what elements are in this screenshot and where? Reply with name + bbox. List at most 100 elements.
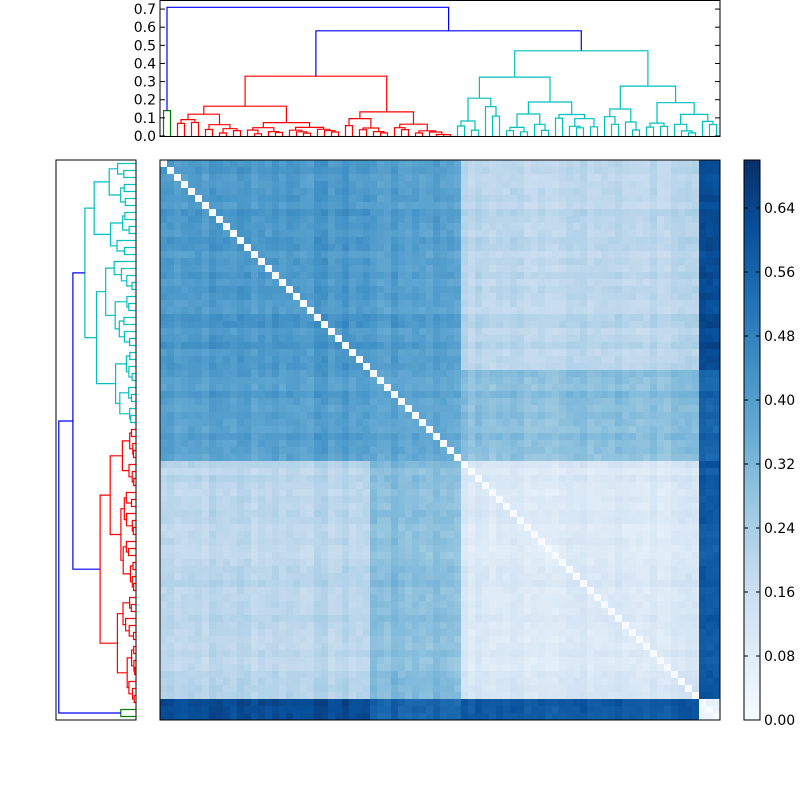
- heatmap-cell: [461, 384, 469, 392]
- heatmap-cell: [251, 314, 259, 322]
- heatmap-cell: [265, 300, 273, 308]
- heatmap-cell: [230, 531, 238, 539]
- heatmap-cell: [440, 286, 448, 294]
- heatmap-cell: [265, 349, 273, 357]
- heatmap-cell: [657, 167, 665, 175]
- heatmap-cell: [594, 517, 602, 525]
- heatmap-cell: [685, 293, 693, 301]
- heatmap-cell: [706, 160, 714, 168]
- heatmap-cell: [678, 202, 686, 210]
- heatmap-cell: [258, 433, 266, 441]
- heatmap-cell: [489, 370, 497, 378]
- heatmap-cell: [692, 405, 700, 413]
- heatmap-cell: [503, 482, 511, 490]
- heatmap-cell: [545, 398, 553, 406]
- heatmap-cell: [202, 566, 210, 574]
- heatmap-cell: [328, 447, 336, 455]
- heatmap-cell: [468, 482, 476, 490]
- heatmap-cell: [468, 433, 476, 441]
- heatmap-cell: [195, 468, 203, 476]
- heatmap-cell: [356, 475, 364, 483]
- heatmap-cell: [286, 538, 294, 546]
- heatmap-cell: [587, 468, 595, 476]
- heatmap-cell: [265, 230, 273, 238]
- heatmap-cell: [272, 531, 280, 539]
- heatmap-cell: [468, 461, 476, 469]
- heatmap-cell: [391, 552, 399, 560]
- heatmap-cell: [174, 160, 182, 168]
- heatmap-cell: [314, 167, 322, 175]
- heatmap-cell: [713, 405, 721, 413]
- heatmap-cell: [566, 566, 574, 574]
- heatmap-cell: [629, 335, 637, 343]
- left-dendrogram-link: [131, 281, 136, 291]
- heatmap-cell: [272, 482, 280, 490]
- heatmap-cell: [643, 405, 651, 413]
- heatmap-cell: [223, 412, 231, 420]
- heatmap-cell: [468, 454, 476, 462]
- heatmap-cell: [685, 405, 693, 413]
- heatmap-cell: [405, 412, 413, 420]
- heatmap-cell: [608, 335, 616, 343]
- heatmap-cell: [643, 356, 651, 364]
- heatmap-cell: [573, 391, 581, 399]
- heatmap-cell: [510, 258, 518, 266]
- heatmap-cell: [300, 475, 308, 483]
- heatmap-cell: [328, 552, 336, 560]
- heatmap-cell: [699, 293, 707, 301]
- heatmap-cell: [209, 174, 217, 182]
- heatmap-cell: [237, 384, 245, 392]
- heatmap-cell: [671, 517, 679, 525]
- heatmap-cell: [517, 524, 525, 532]
- heatmap-cell: [307, 398, 315, 406]
- heatmap-cell: [293, 195, 301, 203]
- heatmap-cell: [503, 426, 511, 434]
- heatmap-cell: [398, 237, 406, 245]
- heatmap-cell: [573, 230, 581, 238]
- heatmap-cell: [293, 524, 301, 532]
- heatmap-cell: [538, 363, 546, 371]
- heatmap-cell: [342, 370, 350, 378]
- heatmap-cell: [538, 517, 546, 525]
- heatmap-cell: [440, 258, 448, 266]
- heatmap-cell: [601, 237, 609, 245]
- heatmap-cell: [293, 279, 301, 287]
- heatmap-cell: [524, 356, 532, 364]
- heatmap-cell: [370, 230, 378, 238]
- heatmap-cell: [244, 405, 252, 413]
- heatmap-cell: [356, 230, 364, 238]
- heatmap-cell: [692, 517, 700, 525]
- heatmap-cell: [272, 440, 280, 448]
- heatmap-cell: [321, 300, 329, 308]
- heatmap-cell: [594, 174, 602, 182]
- heatmap-cell: [475, 188, 483, 196]
- heatmap-cell: [601, 398, 609, 406]
- heatmap-cell: [447, 265, 455, 273]
- heatmap-cell: [405, 328, 413, 336]
- heatmap-cell: [160, 503, 168, 511]
- heatmap-cell: [461, 307, 469, 315]
- heatmap-cell: [580, 356, 588, 364]
- heatmap-cell: [188, 293, 196, 301]
- heatmap-cell: [342, 174, 350, 182]
- heatmap-cell: [391, 160, 399, 168]
- heatmap-cell: [489, 230, 497, 238]
- heatmap-cell: [307, 321, 315, 329]
- heatmap-cell: [230, 251, 238, 259]
- heatmap-cell: [258, 223, 266, 231]
- heatmap-cell: [538, 412, 546, 420]
- heatmap-cell: [482, 202, 490, 210]
- heatmap-cell: [202, 181, 210, 189]
- heatmap-cell: [531, 216, 539, 224]
- heatmap-cell: [622, 496, 630, 504]
- heatmap-cell: [426, 559, 434, 567]
- heatmap-cell: [552, 335, 560, 343]
- heatmap-cell: [412, 209, 420, 217]
- heatmap-cell: [307, 426, 315, 434]
- heatmap-cell: [440, 419, 448, 427]
- heatmap-cell: [363, 272, 371, 280]
- heatmap-cell: [244, 412, 252, 420]
- heatmap-cell: [461, 489, 469, 497]
- heatmap-cell: [251, 286, 259, 294]
- heatmap-cell: [468, 286, 476, 294]
